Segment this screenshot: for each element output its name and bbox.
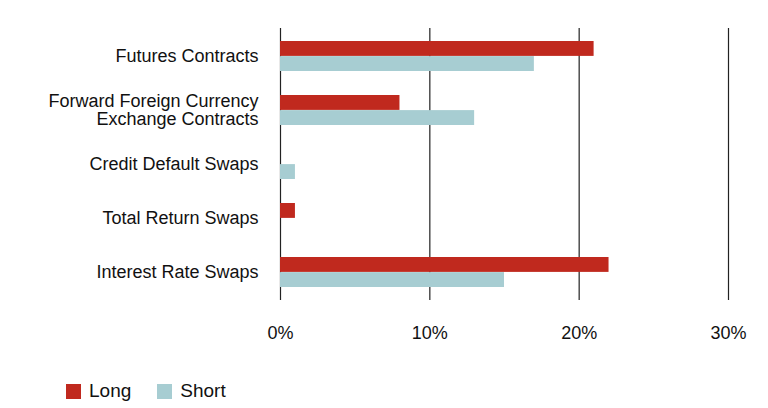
svg-text:0%: 0% <box>267 323 293 343</box>
svg-text:Interest Rate Swaps: Interest Rate Swaps <box>96 262 258 282</box>
svg-text:10%: 10% <box>412 323 448 343</box>
svg-text:30%: 30% <box>710 323 746 343</box>
svg-text:Credit Default Swaps: Credit Default Swaps <box>89 154 258 174</box>
svg-text:Forward Foreign CurrencyExchan: Forward Foreign CurrencyExchange Contrac… <box>48 91 258 129</box>
svg-text:Futures Contracts: Futures Contracts <box>115 46 258 66</box>
svg-text:20%: 20% <box>561 323 597 343</box>
svg-text:Total Return Swaps: Total Return Swaps <box>102 208 258 228</box>
html-text:Long: Long <box>89 380 132 401</box>
html-text:Short: Short <box>180 380 226 401</box>
